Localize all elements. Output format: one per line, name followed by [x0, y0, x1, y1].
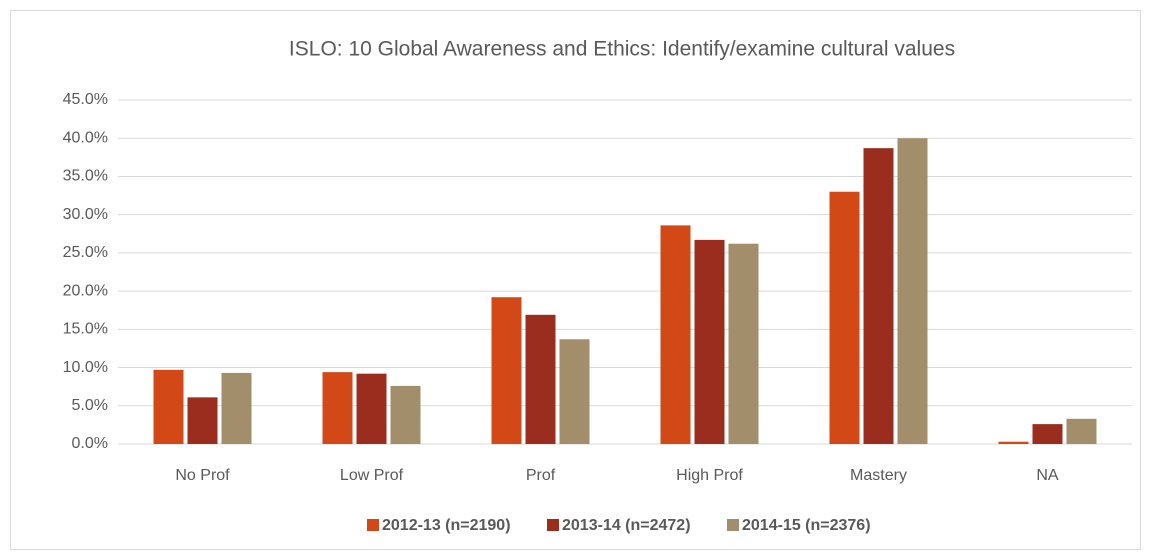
bar — [187, 397, 218, 444]
bar — [153, 369, 184, 444]
bar — [221, 372, 252, 444]
legend-swatch — [547, 519, 559, 531]
y-tick-label: 5.0% — [72, 397, 108, 414]
bar — [322, 372, 353, 444]
y-tick-label: 45.0% — [63, 91, 108, 108]
x-tick-label: Mastery — [850, 467, 907, 484]
legend-label: 2012-13 (n=2190) — [382, 517, 511, 534]
bar — [897, 138, 928, 444]
y-tick-label: 40.0% — [63, 129, 108, 146]
y-tick-label: 15.0% — [63, 321, 108, 338]
x-tick-label: Prof — [526, 467, 556, 484]
bar — [356, 373, 387, 444]
bar — [728, 243, 759, 444]
bar — [998, 441, 1029, 444]
bar — [390, 385, 421, 444]
x-tick-label: NA — [1036, 467, 1059, 484]
chart-title: ISLO: 10 Global Awareness and Ethics: Id… — [289, 38, 955, 61]
y-tick-label: 10.0% — [63, 359, 108, 376]
x-tick-label: Low Prof — [340, 467, 404, 484]
bar — [660, 225, 691, 444]
x-tick-label: No Prof — [175, 467, 230, 484]
x-tick-label: High Prof — [676, 467, 743, 484]
bar — [559, 339, 590, 444]
y-tick-label: 35.0% — [63, 168, 108, 185]
bar — [694, 239, 725, 444]
y-tick-label: 20.0% — [63, 282, 108, 299]
bar — [491, 297, 522, 444]
y-tick-label: 25.0% — [63, 244, 108, 261]
legend-swatch — [367, 519, 379, 531]
y-tick-label: 0.0% — [72, 435, 108, 452]
bar — [1066, 418, 1097, 444]
legend-label: 2014-15 (n=2376) — [742, 517, 871, 534]
bar — [863, 148, 894, 444]
bar — [829, 191, 860, 444]
legend-swatch — [727, 519, 739, 531]
bar — [1032, 424, 1063, 444]
y-tick-label: 30.0% — [63, 206, 108, 223]
legend-label: 2013-14 (n=2472) — [562, 517, 691, 534]
bar — [525, 314, 556, 444]
